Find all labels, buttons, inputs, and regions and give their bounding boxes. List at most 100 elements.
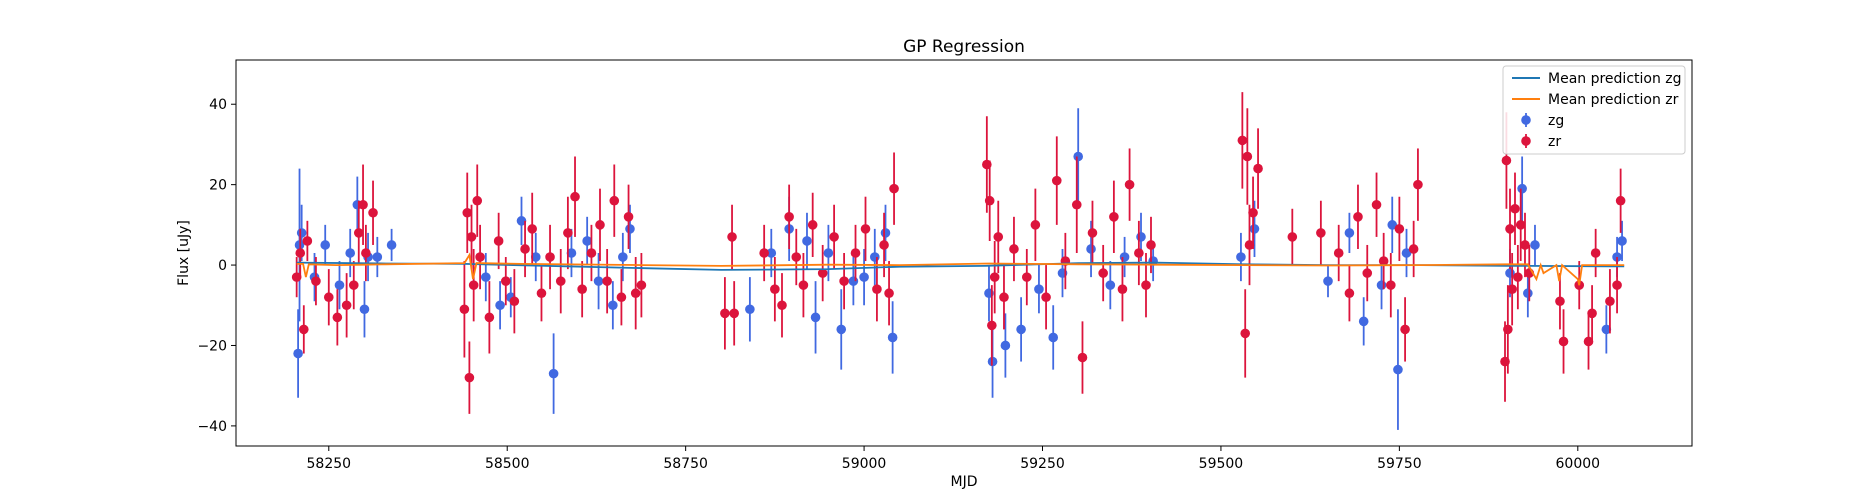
zg-point [495, 300, 505, 311]
zr-point [475, 252, 485, 262]
y-axis: −40 −20 0 20 40 [197, 97, 236, 435]
zg-point [1358, 316, 1369, 327]
zr-point [872, 284, 882, 294]
x-tick-label: 58500 [485, 456, 530, 472]
zr-point [989, 272, 1000, 282]
zg-point [1048, 332, 1059, 343]
zr-point [1555, 296, 1565, 307]
zr-point [1583, 336, 1594, 347]
zr-point [563, 228, 573, 238]
zr-point [860, 224, 871, 234]
zr-point [1248, 207, 1258, 218]
zr-point [1109, 212, 1119, 222]
zr-point [299, 324, 309, 335]
zg-point [745, 304, 755, 315]
legend: Mean prediction zg Mean prediction zr zg zr [1502, 65, 1686, 155]
zg-point [618, 252, 628, 262]
zr-point [472, 195, 483, 206]
zr-point [1051, 175, 1062, 186]
x-tick-label: 59000 [842, 456, 887, 472]
zr-point [1240, 328, 1251, 339]
zr-point [850, 248, 861, 258]
zg-point [1344, 228, 1355, 238]
chart-title: GP Regression [903, 37, 1025, 57]
zg-point [823, 248, 834, 258]
zr-point [987, 320, 997, 331]
y-axis-label: Flux [uJy] [176, 220, 192, 286]
zg-point [836, 324, 847, 335]
zg-point [1034, 284, 1044, 294]
zg-point [1517, 183, 1527, 194]
zr-point [720, 308, 730, 319]
zg-point [372, 252, 383, 262]
series-line-mean-zr [296, 252, 1625, 286]
series-zr [291, 92, 1626, 414]
zg-point [1249, 224, 1260, 234]
zr-point [1500, 356, 1510, 367]
zr-point [1513, 272, 1523, 282]
zr-point [545, 252, 555, 262]
series-line-mean-zg [296, 261, 1625, 271]
zr-point [1009, 244, 1019, 254]
zr-point [982, 159, 992, 170]
zr-point [1400, 324, 1410, 335]
zr-point [817, 268, 828, 278]
zg-point [625, 224, 635, 234]
zg-point [848, 276, 859, 286]
zg-point [386, 240, 397, 250]
zr-point [1386, 280, 1396, 290]
zr-point [459, 304, 470, 315]
zr-point [1244, 240, 1255, 250]
zg-point [345, 248, 355, 258]
zg-point [887, 332, 898, 343]
zr-point [1242, 151, 1253, 162]
zr-point [302, 236, 313, 246]
zr-point [1353, 212, 1363, 222]
zr-point [577, 284, 587, 294]
zr-point [1237, 135, 1248, 146]
zr-point [1087, 228, 1098, 238]
zr-point [889, 183, 899, 194]
zr-point [323, 292, 334, 303]
zr-point [1141, 280, 1151, 290]
x-tick-label: 59750 [1377, 456, 1422, 472]
zr-point [616, 292, 627, 303]
zr-point [348, 280, 359, 290]
legend-label: Mean prediction zr [1548, 92, 1679, 108]
zg-point [481, 272, 491, 282]
zg-point [593, 276, 604, 286]
zr-point [993, 232, 1004, 242]
zr-point [1520, 240, 1530, 250]
series-layer [291, 92, 1627, 430]
zr-point [462, 207, 473, 218]
zg-point [859, 272, 869, 282]
zr-point [368, 207, 378, 218]
zr-point [358, 199, 368, 210]
zr-point [984, 195, 995, 206]
legend-label: zr [1548, 134, 1561, 150]
plot-area [236, 60, 1692, 446]
x-tick-label: 58250 [307, 456, 352, 472]
zr-point [798, 280, 809, 290]
y-tick-label: −40 [197, 419, 227, 435]
zr-point [520, 244, 530, 254]
zr-point [536, 288, 547, 299]
zr-point [1117, 284, 1128, 294]
zr-point [759, 248, 769, 258]
zg-point [293, 348, 303, 359]
zr-point [586, 248, 597, 258]
zr-point [1605, 296, 1615, 307]
x-tick-label: 59500 [1199, 456, 1244, 472]
zg-point [1601, 324, 1612, 335]
zr-point [791, 252, 802, 262]
zg-point [1376, 280, 1387, 290]
zr-point [291, 272, 302, 282]
zr-point [353, 228, 364, 238]
zr-point [1030, 220, 1041, 230]
zg-point [359, 304, 370, 315]
y-tick-label: 40 [209, 97, 227, 113]
zg-point [530, 252, 541, 262]
zr-point [341, 300, 352, 311]
zr-point [1041, 292, 1051, 303]
